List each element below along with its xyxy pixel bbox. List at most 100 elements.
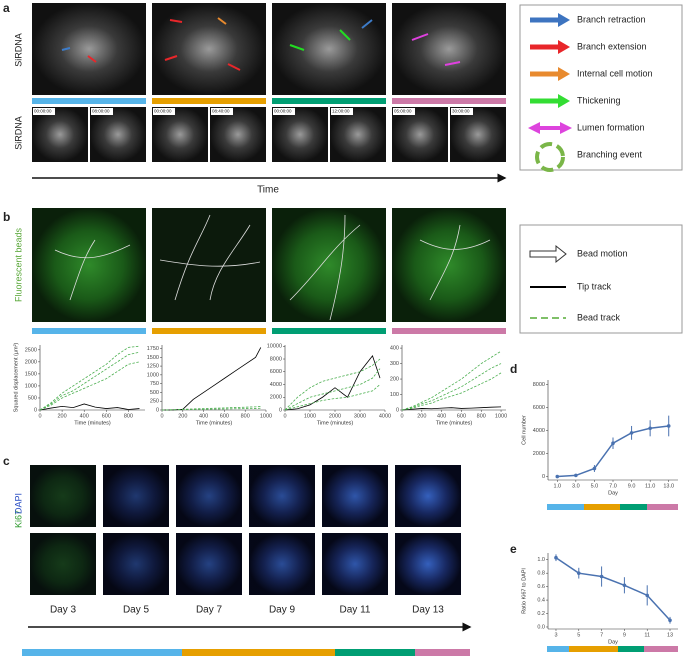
legend: Branch retraction Branch extension Interna… xyxy=(528,13,653,172)
color-strips xyxy=(22,504,678,656)
strip xyxy=(547,504,584,510)
legend-symbol xyxy=(558,94,570,108)
x-tick-label: 0 xyxy=(283,413,286,419)
y-tick-label: 1000 xyxy=(147,372,159,378)
y-tick-label: 0.8 xyxy=(537,571,545,577)
timestamp-bg xyxy=(33,108,55,115)
timestamp: 08:40:00 xyxy=(212,109,230,114)
image xyxy=(152,107,208,162)
strip xyxy=(392,328,506,334)
x-tick-label: 200 xyxy=(417,413,426,419)
strip xyxy=(647,504,678,510)
x-tick-label: 1.0 xyxy=(553,483,561,489)
y-tick-label: 2000 xyxy=(533,451,545,457)
timestamp: 12:00:00 xyxy=(332,109,350,114)
timestamp-bg xyxy=(273,108,295,115)
strip xyxy=(584,504,620,510)
x-tick-label: 400 xyxy=(199,413,208,419)
x-tick-label: 3000 xyxy=(354,413,366,419)
y-tick-label: 100 xyxy=(390,392,399,398)
image xyxy=(272,107,328,162)
panel-label: c xyxy=(3,454,10,468)
legend-symbol xyxy=(535,142,565,172)
y-tick-label: 200 xyxy=(390,377,399,383)
day-label: Day 7 xyxy=(196,605,223,616)
x-tick-label: 1000 xyxy=(304,413,316,419)
legend-symbol xyxy=(529,244,567,264)
strip xyxy=(22,649,182,656)
y-tick-label: 1500 xyxy=(147,355,159,361)
color-strips xyxy=(32,98,506,104)
series-line xyxy=(284,354,381,411)
day-label: Day 5 xyxy=(123,605,150,616)
x-axis-label: Time (minutes) xyxy=(196,420,233,426)
legend-label: Branch retraction xyxy=(577,14,646,24)
y-tick-label: 500 xyxy=(28,395,37,401)
x-tick-label: 7 xyxy=(600,632,603,638)
image xyxy=(90,107,146,162)
timestamp: 08:00:00 xyxy=(92,109,110,114)
x-tick-label: 7.0 xyxy=(609,483,617,489)
point xyxy=(629,431,634,435)
point xyxy=(668,618,672,623)
arrow xyxy=(87,55,97,63)
y-tick-label: 300 xyxy=(390,361,399,367)
strip xyxy=(392,98,506,104)
strip xyxy=(547,646,569,652)
panel-label: e xyxy=(510,542,517,556)
x-tick-label: 800 xyxy=(477,413,486,419)
panel-a-small-images: 00:00:00 08:00:00 00:00:00 08:40:00 00:00:00… xyxy=(32,107,506,162)
image-signal xyxy=(395,465,461,527)
timestamp-bg xyxy=(91,108,113,115)
point xyxy=(574,473,578,478)
image-signal xyxy=(176,465,242,527)
image xyxy=(272,3,386,95)
panel-label: a xyxy=(3,1,10,15)
row-label: SiRDNA xyxy=(13,33,23,67)
panel-b-images xyxy=(32,208,506,322)
y-tick-label: 8000 xyxy=(270,356,282,362)
x-tick-label: 1000 xyxy=(260,413,272,419)
image xyxy=(32,3,146,95)
timestamp-bg xyxy=(393,108,415,115)
image xyxy=(392,208,506,322)
timestamp: 00:00:00 xyxy=(274,109,292,114)
legend-label: Internal cell motion xyxy=(577,68,653,78)
arrow xyxy=(169,19,183,23)
y-axis-label: Squared displacement (µm²) xyxy=(13,343,19,413)
axis-label: Time xyxy=(257,185,279,196)
day-label: Day 13 xyxy=(412,605,444,616)
panel-c-images: Day 3 Day 5 Day 7 Day 9 Day 11 Day 13 xyxy=(30,465,461,616)
image xyxy=(32,208,146,322)
x-axis-label: Time (minutes) xyxy=(436,420,473,426)
image xyxy=(272,208,386,322)
panel-label: b xyxy=(3,210,10,224)
point xyxy=(611,441,615,446)
legend-symbol xyxy=(558,40,570,54)
series-line xyxy=(161,407,261,411)
stain-label: Ki67 xyxy=(13,510,23,528)
series-line xyxy=(39,361,140,411)
outline xyxy=(159,214,261,301)
y-tick-label: 1500 xyxy=(25,371,37,377)
x-tick-label: 13 xyxy=(667,632,673,638)
legend-label: Branch extension xyxy=(577,41,647,51)
y-tick-label: 2000 xyxy=(270,395,282,401)
x-tick-label: 5 xyxy=(577,632,580,638)
y-tick-label: 500 xyxy=(150,390,159,396)
legend-label: Thickening xyxy=(577,95,621,105)
series-line xyxy=(284,358,381,411)
strip xyxy=(618,646,644,652)
x-axis-label: Time (minutes) xyxy=(317,420,354,426)
image-signal xyxy=(103,533,169,595)
stain-label: DAPI xyxy=(13,493,23,514)
x-tick-label: 400 xyxy=(437,413,446,419)
point xyxy=(645,593,650,598)
image xyxy=(152,3,266,95)
y-tick-label: 1250 xyxy=(147,364,159,370)
x-tick-label: 3.0 xyxy=(572,483,580,489)
image-signal xyxy=(30,465,96,527)
y-tick-label: 0.0 xyxy=(537,624,545,630)
row-label: Fluorescent beads xyxy=(13,227,23,302)
